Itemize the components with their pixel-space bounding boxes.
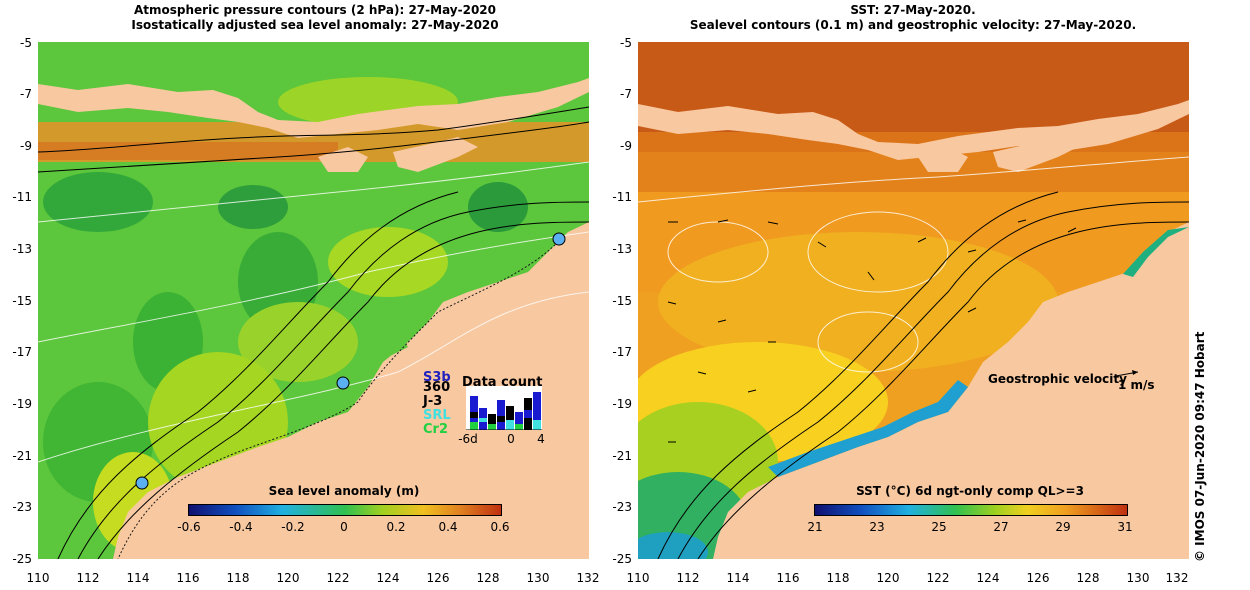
x-tick: 114 [126,571,150,585]
sea-level-anomaly-map: Sea level anomaly (m) -0.6 -0.4 -0.2 0 0… [38,42,589,559]
y-tick: -7 [20,87,32,101]
y-tick: -9 [20,139,32,153]
y-tick: -21 [612,449,632,463]
left-colorbar [188,504,502,516]
x-tick: 132 [576,571,600,585]
satellite-label: SRL [423,408,451,423]
x-tick: 122 [926,571,950,585]
imos-credit: © IMOS 07-Jun-2020 09:47 Hobart [1193,331,1207,562]
satellite-label: Cr2 [423,422,448,437]
left-colorbar-tick: 0.4 [438,520,458,534]
x-tick: 124 [376,571,400,585]
right-colorbar-tick: 21 [807,520,823,534]
x-tick: 126 [1026,571,1050,585]
y-tick: -11 [612,190,632,204]
left-colorbar-tick: -0.6 [177,520,201,534]
x-tick: 112 [676,571,700,585]
y-tick: -15 [612,294,632,308]
right-colorbar-tick: 31 [1117,520,1133,534]
sst-map: Geostrophic velocity 1 m/s SST (°C) 6d n… [638,42,1189,559]
y-tick: -17 [612,345,632,359]
x-tick: 122 [326,571,350,585]
data-count-tick: -6d [458,432,478,446]
x-tick: 110 [626,571,650,585]
x-tick: 126 [426,571,450,585]
data-count-tick: 0 [507,432,515,446]
y-tick: -5 [620,36,632,50]
right-colorbar-tick: 29 [1055,520,1071,534]
right-colorbar-tick: 27 [993,520,1009,534]
right-colorbar-tick: 25 [931,520,947,534]
y-tick: -9 [620,139,632,153]
x-tick: 112 [76,571,100,585]
x-tick: 110 [26,571,50,585]
y-tick: -23 [12,500,32,514]
y-tick: -21 [12,449,32,463]
y-tick: -7 [620,87,632,101]
left-colorbar-tick: 0.6 [490,520,510,534]
left-colorbar-label: Sea level anomaly (m) [268,484,420,498]
left-colorbar-tick: -0.2 [281,520,305,534]
y-tick: -5 [20,36,32,50]
y-tick: -17 [12,345,32,359]
left-title-line1: Atmospheric pressure contours (2 hPa): 2… [133,3,496,17]
x-tick: 118 [826,571,850,585]
y-tick: -25 [12,552,32,566]
satellite-label: J-3 [423,394,443,409]
x-tick: 130 [526,571,550,585]
x-tick: 124 [976,571,1000,585]
y-tick: -11 [12,190,32,204]
y-tick: -13 [12,242,32,256]
right-colorbar [814,504,1128,516]
x-tick: 116 [176,571,200,585]
left-colorbar-tick: 0 [340,520,348,534]
left-colorbar-tick: 0.2 [386,520,406,534]
right-colorbar-label: SST (°C) 6d ngt-only comp QL>=3 [856,484,1084,498]
velocity-legend-label: Geostrophic velocity [988,372,1127,386]
y-tick: -19 [12,397,32,411]
satellite-label: S3b [423,370,451,385]
x-tick: 132 [1165,571,1189,585]
data-count-bars [466,386,542,430]
right-title: SST: 27-May-2020. Sealevel contours (0.1… [638,3,1188,33]
left-colorbar-tick: -0.4 [229,520,253,534]
data-count-tick: 4 [537,432,545,446]
x-tick: 120 [276,571,300,585]
x-tick: 128 [476,571,500,585]
x-tick: 114 [726,571,750,585]
right-title-line1: SST: 27-May-2020. [850,3,976,17]
right-colorbar-tick: 23 [869,520,885,534]
x-tick: 120 [876,571,900,585]
left-title-line2: Isostatically adjusted sea level anomaly… [131,18,499,32]
x-tick: 130 [1126,571,1150,585]
satellite-label: 360 [423,380,451,395]
x-tick: 116 [776,571,800,585]
right-title-line2: Sealevel contours (0.1 m) and geostrophi… [689,18,1137,32]
y-tick: -15 [12,294,32,308]
y-tick: -23 [612,500,632,514]
x-tick: 128 [1076,571,1100,585]
velocity-legend-unit: 1 m/s [1118,378,1155,392]
left-title: Atmospheric pressure contours (2 hPa): 2… [40,3,590,33]
y-tick: -13 [612,242,632,256]
y-tick: -25 [612,552,632,566]
y-tick: -19 [612,397,632,411]
x-tick: 118 [226,571,250,585]
